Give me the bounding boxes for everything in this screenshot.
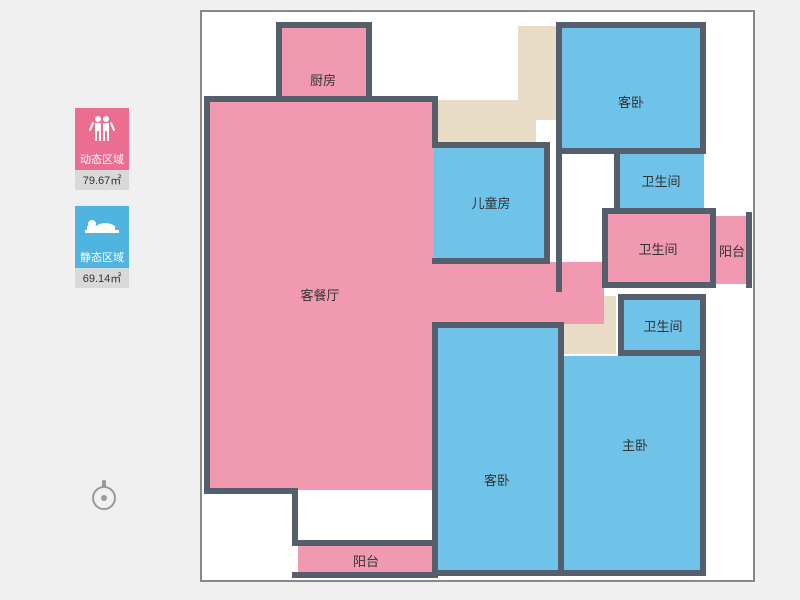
room-label: 客餐厅 <box>300 285 339 304</box>
room-label: 客卧 <box>484 470 510 489</box>
people-icon <box>75 108 129 148</box>
wall-segment <box>602 208 608 286</box>
wall-segment <box>556 22 562 292</box>
room-label: 客卧 <box>618 92 644 111</box>
wall-segment <box>204 96 210 492</box>
wall-segment <box>558 322 564 576</box>
room-bathroom-e: 卫生间 <box>622 298 704 352</box>
room-label: 阳台 <box>353 551 379 570</box>
legend-dynamic: 动态区域 79.67㎡ <box>75 108 129 190</box>
room-label: 阳台 <box>719 241 745 260</box>
room-children-room: 儿童房 <box>434 144 548 260</box>
wall-segment <box>292 540 438 546</box>
room-living-dining: 客餐厅 <box>206 98 434 490</box>
room-label: 主卧 <box>622 435 648 454</box>
wall-segment <box>618 350 706 356</box>
room-bedroom-master: 主卧 <box>564 356 706 572</box>
wall-segment <box>432 322 562 328</box>
wall-segment <box>292 488 298 544</box>
room-kitchen: 厨房 <box>278 24 368 98</box>
wall-segment <box>276 22 372 28</box>
wall-segment <box>204 488 298 494</box>
wall-segment <box>710 208 716 288</box>
wall-segment <box>432 322 438 576</box>
legend-dynamic-label: 动态区域 <box>75 148 129 170</box>
wall-segment <box>432 96 438 146</box>
sleep-icon <box>75 206 129 246</box>
legend-static-value: 69.14㎡ <box>75 268 129 288</box>
wall-segment <box>614 148 620 210</box>
room-bathroom-ne: 卫生间 <box>618 152 704 208</box>
wall-segment <box>700 22 706 152</box>
wall-segment <box>618 294 706 300</box>
wall-segment <box>544 142 550 262</box>
wall-segment <box>432 570 706 576</box>
room-bedroom-guest-w: 客卧 <box>558 26 704 148</box>
room-hallway <box>434 262 604 324</box>
floorplan-canvas: 厨房客餐厅阳台儿童房客卧卫生间卫生间阳台卫生间主卧客卧 <box>0 0 800 600</box>
wall-segment <box>432 258 550 264</box>
structure-gap <box>518 26 558 120</box>
room-label: 卫生间 <box>643 316 682 335</box>
wall-segment <box>432 142 550 148</box>
wall-segment <box>618 294 624 354</box>
room-label: 儿童房 <box>471 193 510 212</box>
legend-dynamic-value: 79.67㎡ <box>75 170 129 190</box>
wall-segment <box>292 572 438 578</box>
wall-segment <box>556 148 706 154</box>
room-label: 厨房 <box>310 70 336 89</box>
wall-segment <box>366 22 372 100</box>
compass-icon <box>90 480 118 508</box>
room-bathroom-mid: 卫生间 <box>606 212 710 284</box>
wall-segment <box>746 212 752 288</box>
wall-segment <box>556 22 706 28</box>
wall-segment <box>276 22 282 100</box>
room-bedroom-guest-s: 客卧 <box>434 326 560 572</box>
room-label: 卫生间 <box>641 171 680 190</box>
room-label: 卫生间 <box>638 239 677 258</box>
wall-segment <box>602 282 710 288</box>
wall-segment <box>204 96 436 102</box>
wall-segment <box>700 294 706 574</box>
room-balcony-east: 阳台 <box>714 216 750 284</box>
wall-segment <box>602 208 710 214</box>
legend-static-label: 静态区域 <box>75 246 129 268</box>
legend-static: 静态区域 69.14㎡ <box>75 206 129 288</box>
